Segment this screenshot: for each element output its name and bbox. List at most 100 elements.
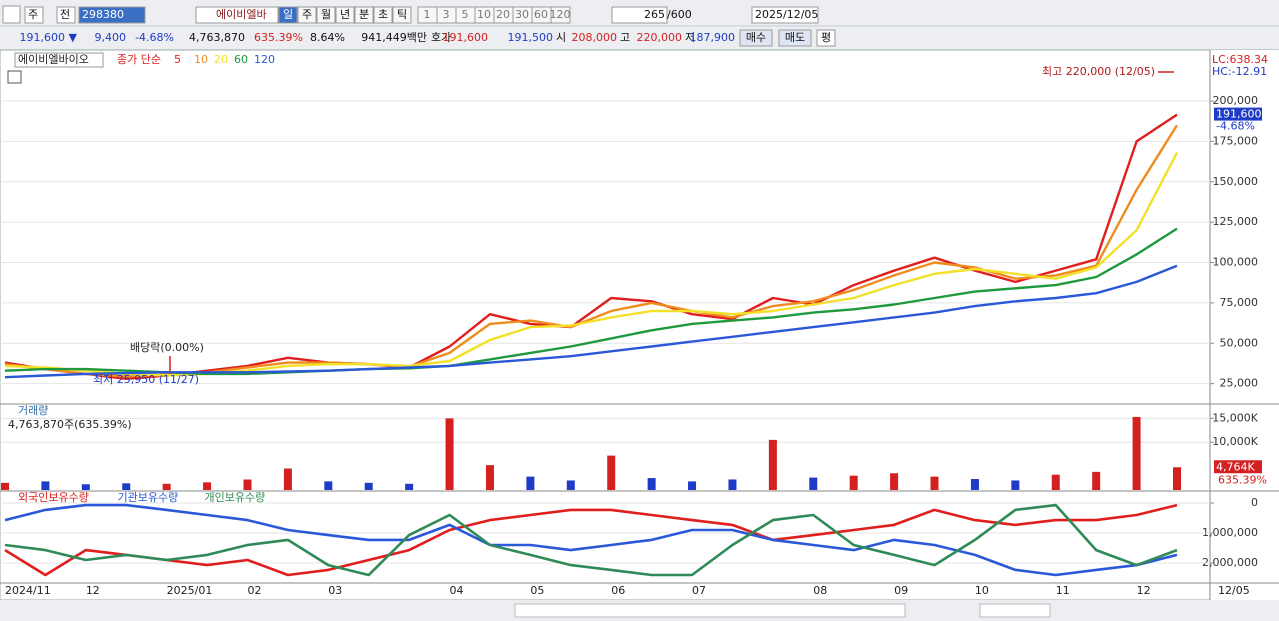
interval-button[interactable]: 3 — [443, 8, 450, 21]
period-button-bg[interactable] — [297, 6, 317, 24]
legend-entry: 외국인보유수량 — [18, 491, 89, 504]
interval-button[interactable]: 5 — [462, 8, 469, 21]
last-volume-box — [1214, 460, 1262, 474]
legend-entry: 20 — [214, 53, 228, 66]
sell-button-bg[interactable] — [778, 29, 812, 47]
period-button[interactable]: 월 — [321, 8, 331, 21]
period-button[interactable]: 틱 — [397, 8, 407, 21]
series-line — [4, 264, 1178, 379]
zoom-slider[interactable] — [979, 603, 1051, 618]
quote-change: 9,400 — [95, 31, 127, 44]
y-tick-label: 200,000 — [1213, 94, 1259, 107]
period-button-bg[interactable] — [278, 6, 298, 24]
y-tick-label: 75,000 — [1220, 296, 1259, 309]
stock-name-box — [14, 52, 104, 68]
x-tick-label: 12 — [1137, 584, 1151, 597]
series-line — [4, 227, 1178, 376]
sell-button[interactable]: 매도 — [785, 31, 805, 44]
period-button[interactable]: 년 — [340, 8, 350, 21]
volume-bar — [445, 418, 454, 490]
quote-amount: 941,449백만 — [361, 31, 427, 44]
quote-turnover: 8.64% — [310, 31, 345, 44]
table-icon[interactable] — [7, 70, 22, 84]
x-tick-label: 02 — [247, 584, 261, 597]
volume-bar — [122, 483, 131, 490]
interval-button[interactable]: 1 — [424, 8, 431, 21]
stock-name-bg[interactable] — [195, 6, 279, 24]
y-tick-label: 125,000 — [1213, 215, 1259, 228]
volume-bar — [283, 468, 292, 490]
period-button[interactable]: 일 — [283, 7, 293, 21]
compare-bg[interactable] — [56, 6, 76, 24]
y-tick-label: 0 — [1251, 496, 1258, 509]
interval-button[interactable]: 120 — [550, 8, 571, 21]
y-tick-label: 150,000 — [1213, 175, 1259, 188]
volume-title: 거래량 — [18, 404, 48, 417]
last-change: -4.68% — [1216, 120, 1255, 133]
volume-bar — [243, 479, 252, 490]
stock-code[interactable]: 298380 — [82, 8, 124, 21]
high-annotation: 최고 220,000 (12/05) — [1042, 65, 1155, 78]
volume-bar — [890, 473, 899, 490]
interval-button[interactable]: 60 — [534, 8, 548, 21]
period-button-bg[interactable] — [392, 6, 412, 24]
legend-entry: 60 — [234, 53, 248, 66]
x-tick-label: 2025/01 — [167, 584, 213, 597]
interval-button[interactable]: 30 — [515, 8, 529, 21]
x-tick-label: 07 — [692, 584, 706, 597]
avg-button-bg[interactable] — [816, 29, 836, 47]
series-line — [4, 503, 1178, 577]
dividend-annotation: 배당락(0.00%) — [130, 341, 204, 354]
period-button-bg[interactable] — [373, 6, 393, 24]
date[interactable]: 2025/12/05 — [755, 8, 818, 21]
quote-ask: 191,600 — [443, 31, 489, 44]
date-bg[interactable] — [751, 6, 819, 24]
volume-bar — [768, 439, 777, 490]
x-tick-label: 12 — [86, 584, 100, 597]
interval-button[interactable]: 10 — [477, 8, 491, 21]
period-type-bg[interactable] — [24, 6, 44, 24]
avg-button[interactable]: 평 — [821, 31, 831, 44]
scrollbar-thumb[interactable] — [514, 603, 906, 618]
legend-entry: 기관보유수량 — [118, 491, 179, 504]
period-type[interactable]: 주 — [28, 8, 38, 21]
legend-entry: 10 — [194, 53, 208, 66]
interval-button-bg[interactable] — [550, 6, 571, 24]
count-bg[interactable] — [611, 6, 668, 24]
volume-bar — [1132, 416, 1141, 490]
x-tick-label: 06 — [611, 584, 625, 597]
volume-bar — [485, 465, 494, 490]
y-axis-area — [1210, 50, 1279, 600]
period-button[interactable]: 분 — [359, 8, 369, 21]
buy-button-bg[interactable] — [739, 29, 773, 47]
volume-bar — [809, 477, 818, 490]
quote-volume-rate: 635.39% — [254, 31, 303, 44]
legend-entry: 개인보유수량 — [205, 491, 266, 504]
y-tick-label: 50,000 — [1220, 336, 1259, 349]
stock-code-bg[interactable] — [78, 6, 146, 24]
period-button[interactable]: 주 — [302, 8, 312, 21]
buy-button[interactable]: 매수 — [746, 31, 766, 44]
period-button-bg[interactable] — [354, 6, 374, 24]
period-button-bg[interactable] — [316, 6, 336, 24]
compare[interactable]: 전 — [60, 8, 70, 21]
period-button[interactable]: 초 — [378, 8, 388, 21]
last-price: 191,600 — [1216, 108, 1262, 121]
hc-label: HC:-12.91 — [1212, 65, 1267, 78]
x-tick-label: 08 — [813, 584, 827, 597]
count[interactable]: 265 — [644, 8, 665, 21]
period-button-bg[interactable] — [335, 6, 355, 24]
x-tick-label: 04 — [450, 584, 464, 597]
quote-low: 187,900 — [690, 31, 736, 44]
stock-name[interactable]: 에이비엘바 — [216, 8, 267, 21]
volume-bar — [1, 482, 9, 490]
interval-button[interactable]: 20 — [496, 8, 510, 21]
x-tick-label: 09 — [894, 584, 908, 597]
x-tick-label: 03 — [328, 584, 342, 597]
volume-bar — [1173, 467, 1181, 490]
quote-open-label: 시 — [556, 31, 566, 44]
volume-bar — [81, 484, 90, 490]
quote-low-label: 저 — [685, 31, 695, 44]
volume-bar — [364, 482, 373, 490]
menu-button[interactable] — [2, 5, 21, 24]
